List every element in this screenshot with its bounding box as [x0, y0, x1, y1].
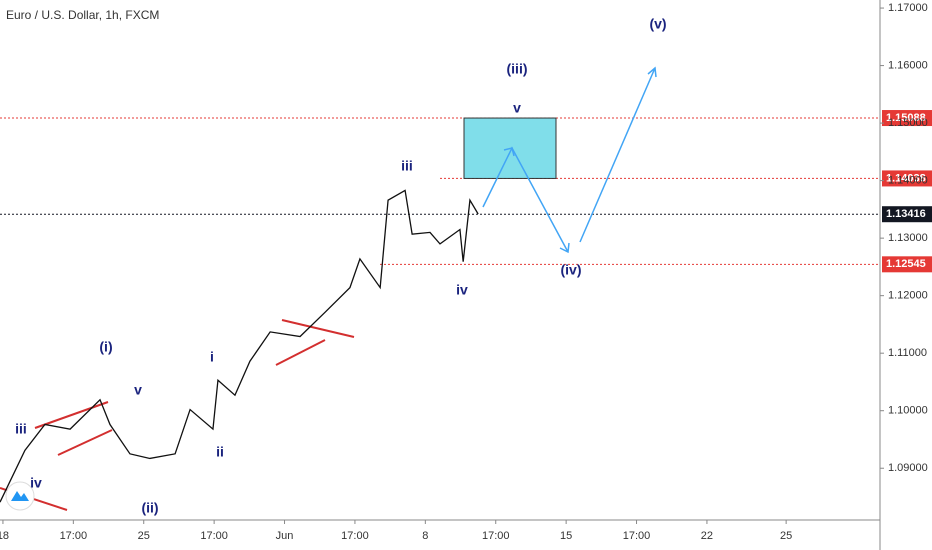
price-label-bg	[882, 110, 932, 127]
x-tick-label: 17:00	[200, 530, 228, 542]
price-label-bg	[882, 256, 932, 273]
y-tick-label: 1.09000	[888, 462, 928, 474]
arrow-head	[647, 66, 657, 78]
channel-line	[34, 401, 109, 429]
x-tick-label: 8	[422, 530, 428, 542]
levels: 1.15088 1.14038 1.13416 1.12545	[0, 110, 932, 273]
projection-path	[579, 67, 656, 243]
x-tick-label: 15	[560, 530, 572, 542]
x-tick-label: 17:00	[341, 530, 369, 542]
wave-label: i	[210, 349, 214, 365]
wave-label: (ii)	[141, 500, 158, 516]
x-tick-label: Jun	[276, 530, 294, 542]
y-tick-label: 1.16000	[888, 59, 928, 71]
y-tick-label: 1.15000	[888, 117, 928, 129]
y-tick-label: 1.11000	[888, 347, 927, 359]
wave-label: iv	[456, 282, 468, 298]
wave-label: v	[134, 382, 142, 398]
price-label: 1.15088	[886, 112, 926, 124]
arrow-head	[559, 242, 570, 254]
x-tick-label: 22	[701, 530, 713, 542]
chart-title: Euro / U.S. Dollar, 1h, FXCM	[6, 8, 159, 22]
wave-label: iii	[15, 421, 27, 437]
price-label: 1.14038	[886, 172, 926, 184]
price-label: 1.13416	[886, 208, 926, 220]
price-line	[0, 189, 479, 503]
logo-icon	[11, 491, 29, 501]
wave-label: (v)	[649, 16, 666, 32]
wave-label: (iii)	[507, 61, 528, 77]
channel-line	[275, 339, 326, 366]
x-tick-label: 18	[0, 530, 9, 542]
wave-label: (iv)	[561, 262, 582, 278]
wave-label: v	[513, 100, 521, 116]
channel-line	[281, 319, 355, 338]
price-label-bg	[882, 170, 932, 187]
wave-label: ii	[216, 444, 224, 460]
wave-label: iii	[401, 158, 413, 174]
x-tick-label: 17:00	[623, 530, 651, 542]
x-tick-label: 25	[138, 530, 150, 542]
wave-label: (i)	[99, 339, 112, 355]
price-label: 1.12545	[886, 258, 926, 270]
y-tick-label: 1.13000	[888, 232, 928, 244]
wave-label: iv	[30, 475, 42, 491]
arrow-head	[503, 147, 515, 157]
y-tick-label: 1.14000	[888, 175, 928, 187]
y-tick-label: 1.10000	[888, 405, 928, 417]
channel-line	[57, 429, 113, 456]
y-tick-label: 1.12000	[888, 290, 928, 302]
x-tick-label: 17:00	[60, 530, 88, 542]
y-tick-label: 1.17000	[888, 2, 928, 14]
x-tick-label: 25	[780, 530, 792, 542]
x-tick-label: 17:00	[482, 530, 510, 542]
price-label-bg	[882, 206, 932, 223]
arrows	[482, 66, 657, 254]
